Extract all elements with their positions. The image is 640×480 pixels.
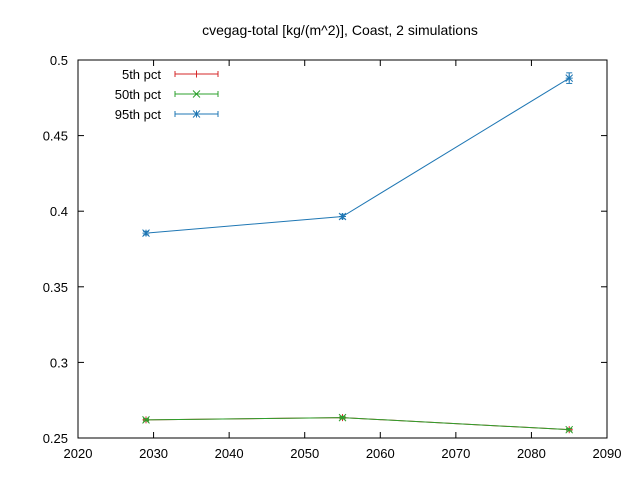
y-tick-label: 0.35 (43, 280, 68, 295)
y-tick-label: 0.4 (50, 204, 68, 219)
x-tick-label: 2070 (441, 446, 470, 461)
x-tick-label: 2060 (366, 446, 395, 461)
x-tick-label: 2020 (64, 446, 93, 461)
legend-label: 50th pct (115, 87, 162, 102)
x-tick-label: 2080 (517, 446, 546, 461)
y-tick-label: 0.5 (50, 53, 68, 68)
plot-area: 2020 2030 2040 2050 2060 2070 2080 2090 0.25 0.3 0… (43, 53, 622, 461)
series-line-2 (145, 77, 570, 234)
data-point (565, 74, 574, 82)
x-tick-label: 2030 (139, 446, 168, 461)
data-point (338, 212, 347, 221)
data-point (565, 425, 574, 434)
y-tick-label: 0.45 (43, 129, 68, 144)
x-tick-label: 2050 (290, 446, 319, 461)
legend-marker (193, 70, 200, 78)
legend: 5th pct 50th pct 95th pct (115, 67, 219, 122)
data-point (338, 413, 347, 422)
chart-title: cvegag-total [kg/(m^2)], Coast, 2 simula… (202, 22, 478, 38)
y-tick-label: 0.25 (43, 431, 68, 446)
data-point (142, 416, 150, 424)
x-tick-label: 2040 (215, 446, 244, 461)
x-tick-label: 2090 (593, 446, 622, 461)
series-line-1 (146, 417, 570, 431)
data-point (142, 229, 150, 237)
plot-border (77, 59, 608, 439)
legend-label: 5th pct (122, 67, 161, 82)
y-tick-label: 0.3 (50, 355, 68, 370)
legend-label: 95th pct (115, 107, 162, 122)
legend-marker (192, 90, 201, 98)
legend-marker (192, 110, 201, 118)
